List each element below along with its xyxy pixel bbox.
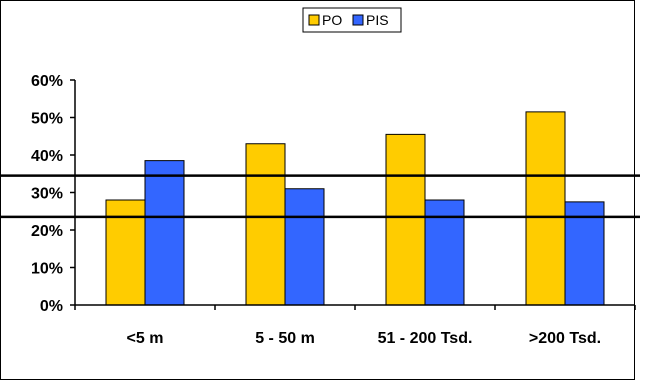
legend-label-pis: PIS — [366, 12, 389, 28]
legend-label-po: PO — [322, 12, 342, 28]
y-tick-label: 30% — [31, 186, 63, 203]
legend-swatch-pis — [352, 14, 364, 26]
x-tick-label: >200 Tsd. — [529, 330, 601, 347]
y-tick-label: 0% — [40, 298, 63, 315]
y-tick-label: 60% — [31, 73, 63, 90]
bar-pis-3 — [564, 201, 605, 306]
bar-po-2 — [385, 133, 426, 306]
bar-po-3 — [525, 111, 566, 306]
y-tick-label: 20% — [31, 223, 63, 240]
x-tick-label: 51 - 200 Tsd. — [378, 330, 473, 347]
y-tick-label: 10% — [31, 261, 63, 278]
plot-area: 0% 10% 20% 30% 40% 50% 60% <5 m 5 - 50 m 51 - 200… — [1, 73, 640, 347]
bar-pis-1 — [284, 188, 325, 306]
bar-po-1 — [245, 143, 286, 306]
legend: PO PIS — [302, 7, 402, 33]
y-tick-label: 40% — [31, 148, 63, 165]
y-tick-label: 50% — [31, 111, 63, 128]
bar-pis-0 — [144, 160, 185, 306]
legend-swatch-po — [308, 14, 320, 26]
x-tick-label: <5 m — [127, 330, 164, 347]
x-tick-label: 5 - 50 m — [255, 330, 315, 347]
